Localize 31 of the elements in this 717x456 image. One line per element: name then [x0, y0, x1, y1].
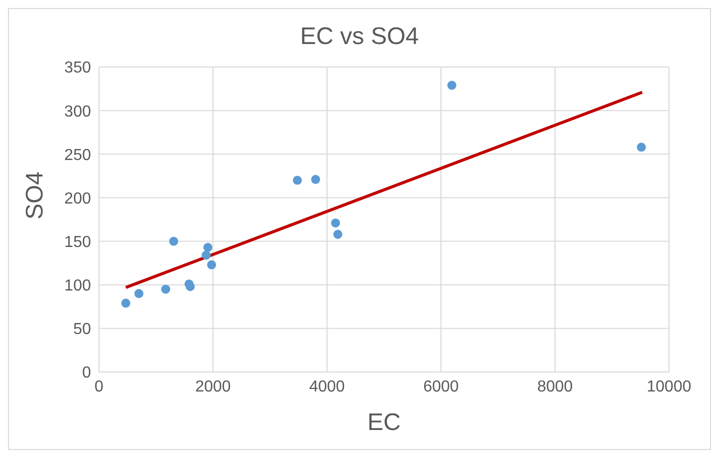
point [203, 242, 212, 252]
x-tick-label: 0 [94, 378, 104, 396]
point [333, 230, 342, 239]
y-axis-title: SO4 [22, 171, 49, 220]
point [447, 80, 456, 90]
x-tick-label: 10000 [646, 378, 692, 396]
y-tick-label: 200 [64, 190, 92, 208]
point [186, 282, 195, 292]
point [134, 289, 144, 298]
y-tick-label: 300 [64, 103, 92, 120]
y-tick-label: 250 [64, 146, 92, 164]
y-tick-label: 150 [64, 234, 92, 251]
y-tick-label: 50 [73, 321, 92, 338]
point [169, 236, 178, 246]
point [161, 284, 170, 294]
point [202, 250, 211, 260]
x-tick-label: 4000 [309, 378, 345, 396]
y-tick-label: 350 [64, 60, 92, 77]
point [636, 142, 646, 152]
point [207, 260, 216, 270]
x-axis-title: EC [367, 409, 401, 436]
y-tick-label: 0 [82, 364, 92, 382]
x-tick-label: 2000 [195, 378, 231, 396]
point [331, 218, 340, 228]
x-tick-label: 8000 [537, 378, 573, 396]
point [292, 176, 302, 185]
point [121, 298, 130, 308]
point [311, 174, 320, 184]
x-tick-label: 6000 [423, 378, 459, 396]
y-tick-label: 100 [64, 278, 92, 295]
chart-title: EC vs SO4 [299, 23, 420, 52]
